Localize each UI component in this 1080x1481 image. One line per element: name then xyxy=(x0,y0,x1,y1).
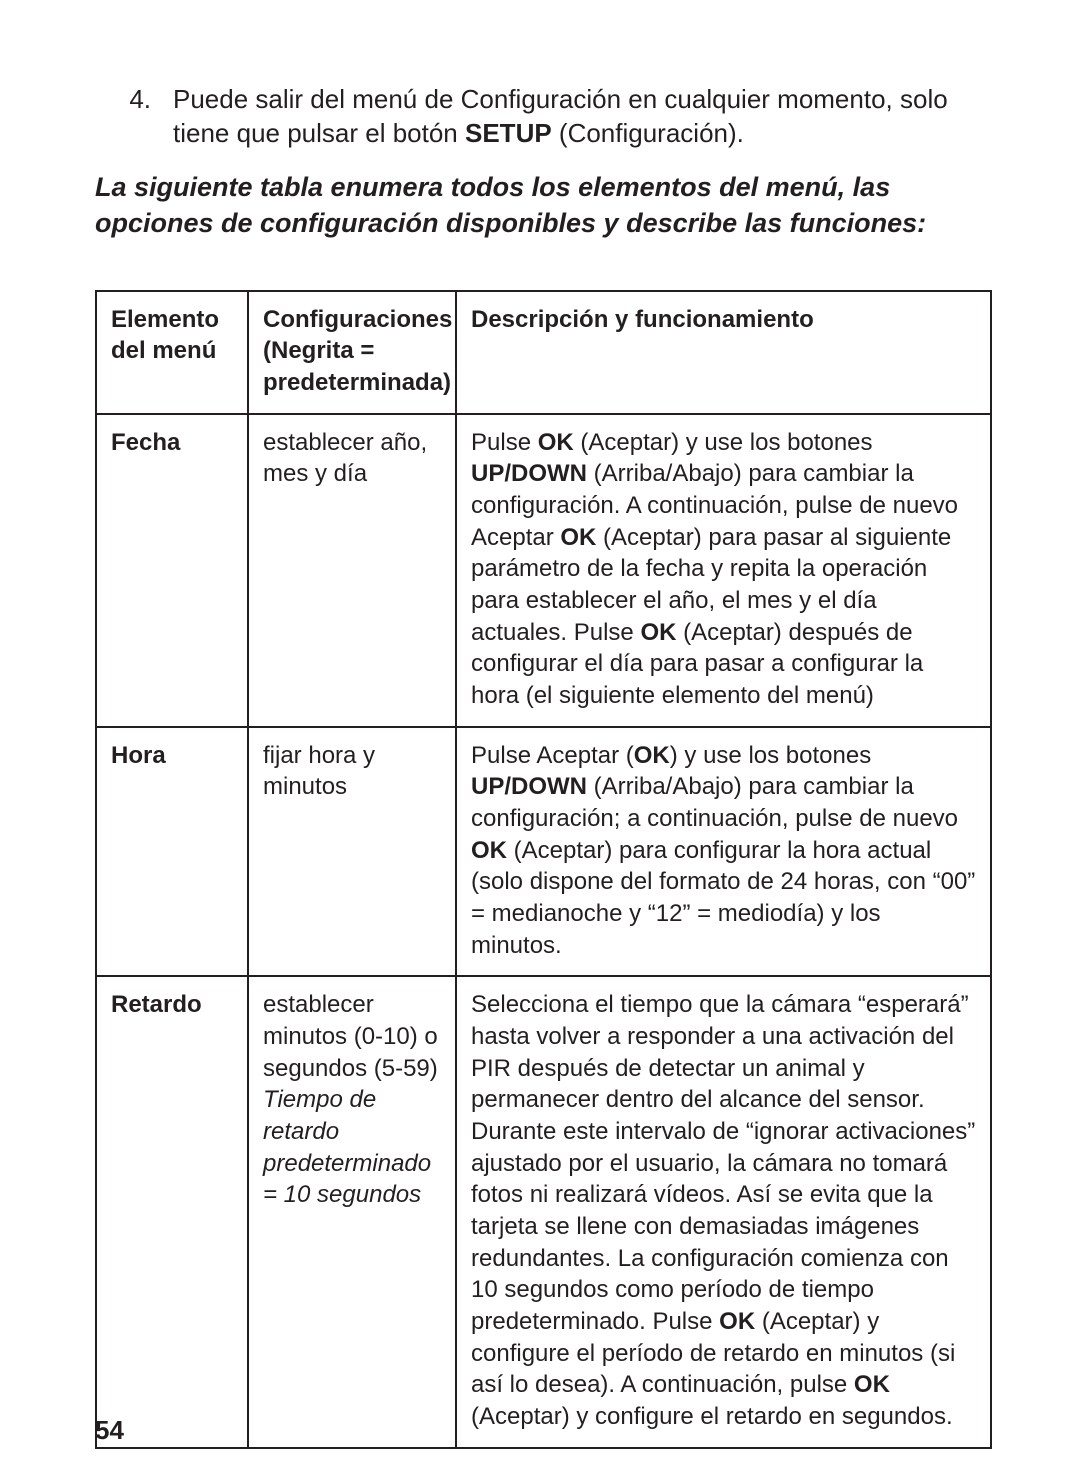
table-row: Fecha establecer año, mes y día Pulse OK (… xyxy=(96,414,991,727)
menu-item-description: Selecciona el tiempo que la cámara “espe… xyxy=(456,976,991,1447)
settings-plain: fijar hora y minutos xyxy=(263,742,375,801)
menu-item-description: Pulse Aceptar (OK) y use los botones UP/… xyxy=(456,727,991,977)
menu-table-head: Elemento del menú Configuraciones (Negri… xyxy=(96,291,991,414)
menu-item-description: Pulse OK (Aceptar) y use los botones UP/… xyxy=(456,414,991,727)
intro-text: Puede salir del menú de Configuración en… xyxy=(173,82,990,151)
menu-item-name: Fecha xyxy=(96,414,248,727)
intro-numbered-item: 4. Puede salir del menú de Configuración… xyxy=(95,82,990,151)
menu-item-settings: establecer minutos (0-10) o segundos (5-… xyxy=(248,976,456,1447)
settings-italic: Tiempo de retardo predeterminado = 10 se… xyxy=(263,1086,431,1208)
col-header-elemento: Elemento del menú xyxy=(96,291,248,414)
menu-item-name: Retardo xyxy=(96,976,248,1447)
table-row: Hora fijar hora y minutos Pulse Aceptar (O… xyxy=(96,727,991,977)
settings-plain: establecer año, mes y día xyxy=(263,429,427,488)
page-number: 54 xyxy=(95,1415,124,1446)
col-header-descripcion: Descripción y funcionamiento xyxy=(456,291,991,414)
intro-text-after: (Configuración). xyxy=(552,118,744,148)
table-row: Retardoestablecer minutos (0-10) o segun… xyxy=(96,976,991,1447)
page-content: 4. Puede salir del menú de Configuración… xyxy=(95,82,990,1449)
menu-table-header-row: Elemento del menú Configuraciones (Negri… xyxy=(96,291,991,414)
intro-text-bold: SETUP xyxy=(465,118,552,148)
menu-table: Elemento del menú Configuraciones (Negri… xyxy=(95,290,992,1449)
intro-number: 4. xyxy=(95,82,173,151)
menu-item-settings: establecer año, mes y día xyxy=(248,414,456,727)
col-header-configuraciones: Configuraciones (Negrita = predeterminad… xyxy=(248,291,456,414)
menu-item-settings: fijar hora y minutos xyxy=(248,727,456,977)
settings-plain: establecer minutos (0-10) o segundos (5-… xyxy=(263,991,438,1081)
menu-item-name: Hora xyxy=(96,727,248,977)
menu-table-body: Fecha establecer año, mes y día Pulse OK (… xyxy=(96,414,991,1448)
table-caption: La siguiente tabla enumera todos los ele… xyxy=(95,169,990,242)
